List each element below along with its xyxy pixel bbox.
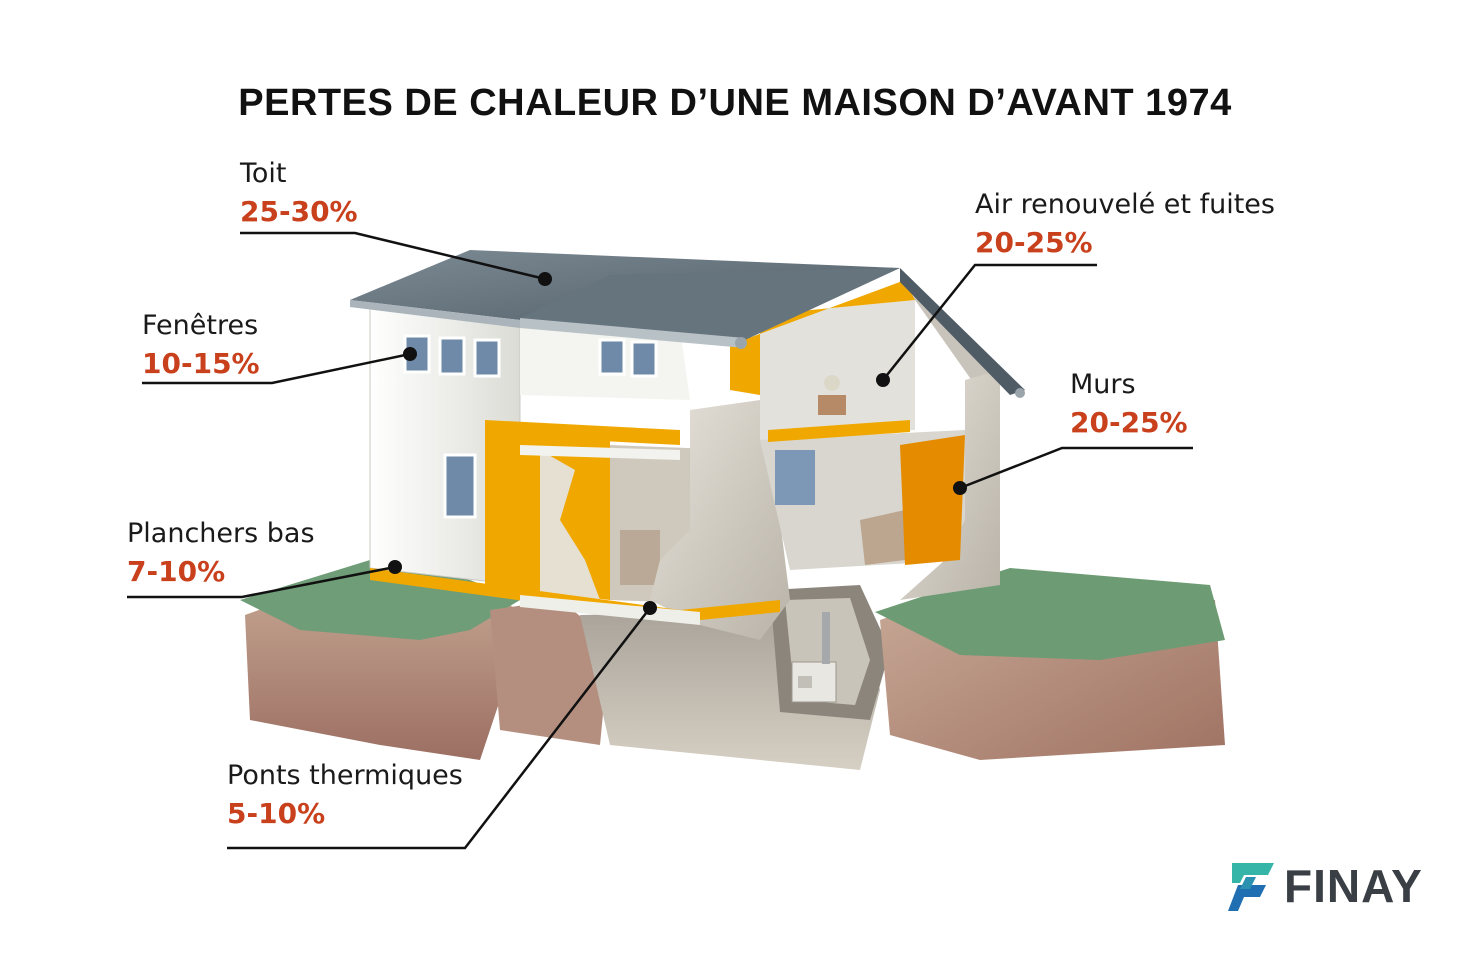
dot-air bbox=[876, 373, 890, 387]
callout-label: Murs bbox=[1070, 369, 1136, 400]
callout-value: 20-25% bbox=[1070, 406, 1188, 439]
callout-murs: Murs 20-25% bbox=[1070, 366, 1188, 442]
page-title: PERTES DE CHALEUR D’UNE MAISON D’AVANT 1… bbox=[238, 82, 1232, 124]
callout-label: Air renouvelé et fuites bbox=[975, 189, 1275, 220]
callout-toit: Toit 25-30% bbox=[240, 155, 358, 231]
callout-value: 25-30% bbox=[240, 195, 358, 228]
callout-label: Toit bbox=[240, 158, 287, 189]
leader-line-ponts bbox=[227, 607, 651, 850]
ground-right bbox=[875, 568, 1225, 760]
roof bbox=[350, 250, 1025, 398]
leader-line-toit bbox=[240, 231, 546, 281]
logo-text: FINAY bbox=[1284, 860, 1423, 912]
dot-toit bbox=[538, 272, 552, 286]
basement bbox=[580, 585, 890, 770]
callout-value: 20-25% bbox=[975, 226, 1093, 259]
finay-logo: FINAY bbox=[1222, 855, 1448, 919]
leader-line-murs bbox=[959, 446, 1193, 490]
callout-air-renouvele: Air renouvelé et fuites 20-25% bbox=[975, 186, 1275, 262]
callout-planchers-bas: Planchers bas 7-10% bbox=[127, 515, 315, 591]
callout-label: Planchers bas bbox=[127, 518, 315, 549]
leader-line-air bbox=[882, 263, 1097, 381]
callout-value: 7-10% bbox=[127, 555, 226, 588]
callout-label: Fenêtres bbox=[142, 310, 259, 341]
leader-line-fenetres bbox=[142, 352, 411, 385]
dot-fenetres bbox=[403, 347, 417, 361]
callout-ponts-thermiques: Ponts thermiques 5-10% bbox=[227, 757, 463, 833]
dot-planchers bbox=[388, 560, 402, 574]
callout-value: 10-15% bbox=[142, 347, 260, 380]
dot-murs bbox=[953, 481, 967, 495]
callout-fenetres: Fenêtres 10-15% bbox=[142, 307, 260, 383]
leader-line-planchers bbox=[127, 565, 396, 599]
callout-label: Ponts thermiques bbox=[227, 760, 463, 791]
finay-logo-icon bbox=[1228, 863, 1274, 911]
house-body bbox=[369, 280, 1000, 640]
callout-value: 5-10% bbox=[227, 797, 326, 830]
dot-ponts bbox=[643, 601, 657, 615]
